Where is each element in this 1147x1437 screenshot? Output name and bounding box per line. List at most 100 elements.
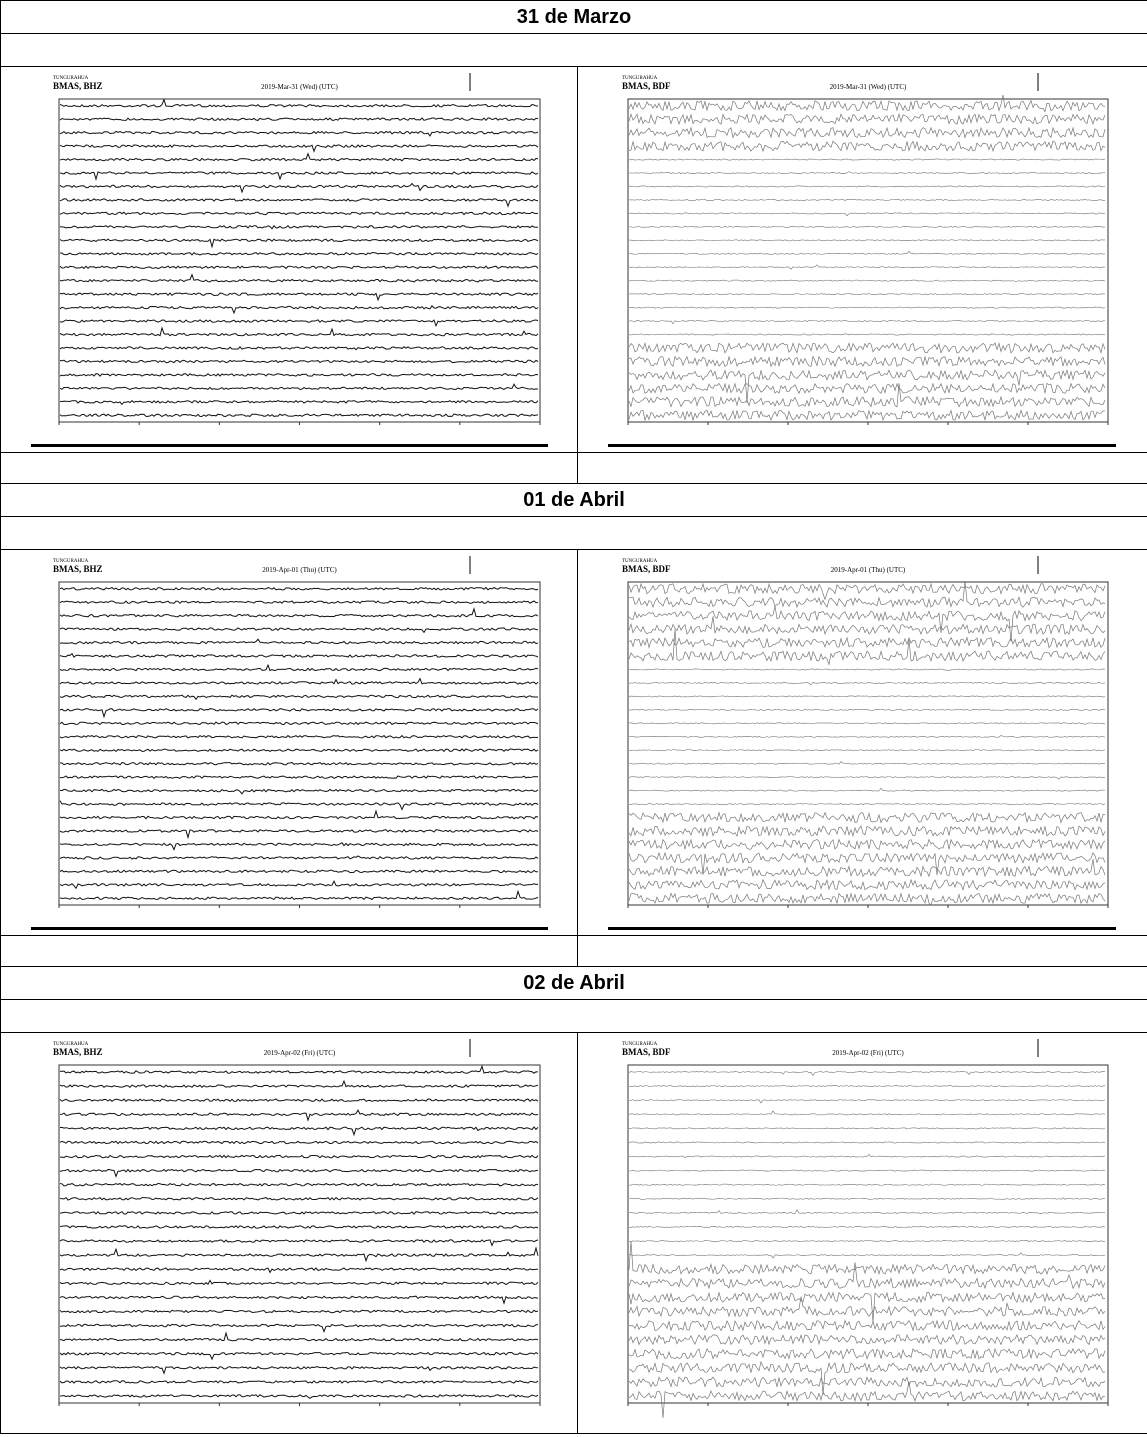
trace xyxy=(628,126,1106,139)
trace xyxy=(59,1239,539,1247)
trace xyxy=(59,98,539,108)
trace xyxy=(59,1210,539,1215)
underline xyxy=(31,927,548,930)
trace xyxy=(59,413,538,418)
trace xyxy=(59,1246,539,1263)
title-row: 31 de Marzo xyxy=(0,0,1147,34)
trace xyxy=(628,306,1106,309)
trace xyxy=(628,776,1106,780)
trace xyxy=(59,117,539,122)
trace xyxy=(59,1309,539,1314)
trace xyxy=(628,1241,1106,1276)
trace xyxy=(628,264,1105,270)
trace xyxy=(629,1209,1106,1214)
image-row: TUNGURAHUA BMAS, BHZ 2019-Apr-01 (Thu) (UT… xyxy=(0,549,1147,936)
trace xyxy=(59,1126,539,1137)
trace xyxy=(59,198,539,208)
trace xyxy=(628,355,1106,368)
image-row: TUNGURAHUA BMAS, BHZ 2019-Apr-02 (Fri) (UT… xyxy=(0,1032,1147,1434)
trace xyxy=(59,171,539,182)
trace xyxy=(59,1140,539,1145)
trace xyxy=(628,409,1106,422)
trace xyxy=(59,638,539,645)
trace xyxy=(628,760,1106,765)
trace xyxy=(628,636,1106,649)
trace xyxy=(59,319,539,328)
trace xyxy=(628,1153,1106,1159)
trace xyxy=(59,265,539,270)
date-label: 2019-Mar-31 (Wed) (UTC) xyxy=(261,83,338,91)
image-cell: TUNGURAHUA BMAS, BDF 2019-Mar-31 (Wed) (UT… xyxy=(576,66,1147,453)
plot-frame xyxy=(58,1064,541,1404)
trace xyxy=(628,580,1106,609)
trace xyxy=(628,1110,1106,1116)
trace xyxy=(59,238,539,249)
trace xyxy=(59,708,539,719)
trace xyxy=(59,130,539,137)
trace xyxy=(629,722,1106,725)
trace xyxy=(59,1079,539,1088)
date-label: 2019-Apr-01 (Thu) (UTC) xyxy=(831,566,906,574)
blank-cell xyxy=(0,452,578,484)
trace xyxy=(628,293,1106,296)
trace xyxy=(628,851,1106,876)
trace xyxy=(59,600,539,605)
network-label: TUNGURAHUA xyxy=(53,1042,89,1047)
split-row xyxy=(0,452,1147,484)
trace xyxy=(59,842,539,851)
trace xyxy=(59,251,539,256)
image-cell: TUNGURAHUA BMAS, BHZ 2019-Apr-01 (Thu) (UT… xyxy=(0,549,578,936)
trace xyxy=(59,855,539,860)
trace xyxy=(628,1252,1106,1259)
section-title: 02 de Abril xyxy=(0,966,1147,1000)
trace xyxy=(629,225,1106,228)
trace xyxy=(628,383,1106,408)
underline xyxy=(608,444,1116,447)
blank-cell xyxy=(0,999,1147,1033)
image-cell: TUNGURAHUA BMAS, BDF 2019-Apr-02 (Fri) (UT… xyxy=(576,1032,1147,1434)
trace xyxy=(628,112,1106,126)
blank-row xyxy=(0,516,1147,550)
trace xyxy=(59,346,539,351)
trace xyxy=(628,279,1106,282)
trace xyxy=(628,735,1106,738)
trace xyxy=(59,273,539,283)
trace xyxy=(628,787,1106,792)
trace xyxy=(59,627,539,634)
trace xyxy=(59,1295,539,1305)
date-label: 2019-Apr-02 (Fri) (UTC) xyxy=(264,1049,336,1057)
trace xyxy=(59,800,539,811)
trace xyxy=(628,749,1106,752)
trace xyxy=(59,889,539,901)
network-label: TUNGURAHUA xyxy=(53,559,89,564)
trace xyxy=(59,1154,539,1159)
trace xyxy=(628,1360,1106,1395)
trace xyxy=(60,761,539,766)
trace xyxy=(59,211,539,216)
trace xyxy=(628,1240,1106,1242)
trace xyxy=(59,400,539,406)
trace xyxy=(628,616,1106,636)
trace xyxy=(59,359,539,364)
trace xyxy=(59,1168,539,1178)
trace xyxy=(59,879,538,890)
trace xyxy=(59,182,539,194)
trace xyxy=(628,341,1106,355)
date-label: 2019-Apr-01 (Thu) (UTC) xyxy=(262,566,337,574)
network-label: TUNGURAHUA xyxy=(622,1042,658,1047)
trace xyxy=(59,1182,539,1187)
station-label: BMAS, BHZ xyxy=(53,564,103,574)
trace xyxy=(59,775,539,779)
date-label: 2019-Apr-02 (Fri) (UTC) xyxy=(832,1049,904,1057)
blank-row xyxy=(0,999,1147,1033)
trace xyxy=(59,326,539,337)
trace xyxy=(628,94,1106,113)
station-label: BMAS, BHZ xyxy=(53,1047,103,1057)
trace xyxy=(628,681,1106,686)
network-label: TUNGURAHUA xyxy=(622,559,658,564)
